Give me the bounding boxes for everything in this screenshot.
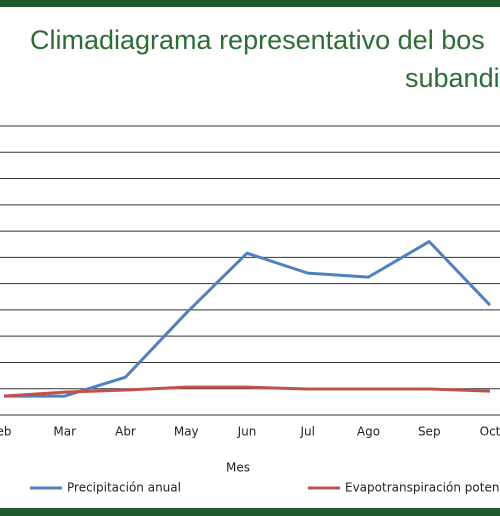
bottom-band	[0, 508, 500, 516]
chart-title: Climadiagrama representativo del bos	[30, 25, 485, 55]
x-tick-label: May	[174, 425, 199, 439]
chart-subtitle: subandi	[405, 63, 500, 93]
x-tick-label: Jun	[237, 425, 257, 439]
x-tick-label: eb	[0, 425, 12, 439]
top-band	[0, 0, 500, 7]
x-tick-label: Sep	[418, 425, 441, 439]
x-tick-label: Jul	[300, 425, 315, 439]
x-tick-label: Mar	[53, 425, 76, 439]
x-tick-label: Ago	[357, 425, 380, 439]
x-axis-label: Mes	[226, 461, 250, 475]
series-line	[3, 385, 491, 398]
x-tick-label: Abr	[115, 425, 136, 439]
legend-label: Precipitación anual	[67, 481, 181, 495]
series-line	[4, 240, 492, 398]
x-tick-label: Oct	[480, 425, 500, 439]
legend-label: Evapotranspiración poten	[345, 481, 499, 495]
